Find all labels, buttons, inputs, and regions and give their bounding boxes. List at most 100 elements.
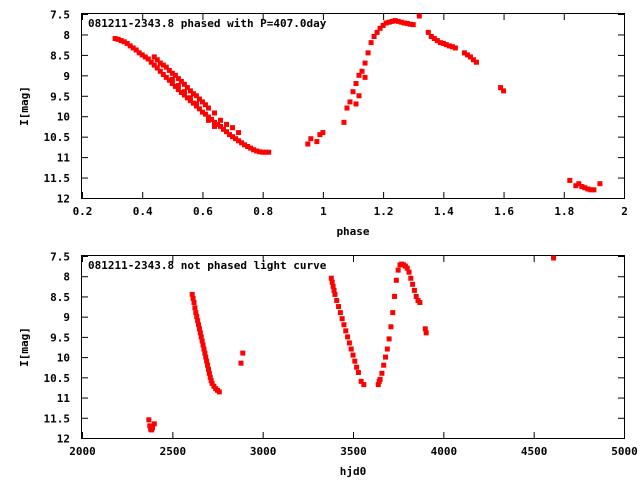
data-point xyxy=(461,50,467,56)
data-point xyxy=(305,141,311,147)
data-point xyxy=(355,369,361,375)
data-point xyxy=(368,40,374,46)
data-point xyxy=(127,43,133,49)
data-point xyxy=(184,85,190,91)
data-point xyxy=(178,78,184,84)
data-point xyxy=(377,25,383,31)
data-point xyxy=(395,18,401,24)
data-point xyxy=(404,20,410,26)
data-point xyxy=(339,316,345,322)
data-point xyxy=(464,52,470,58)
data-point xyxy=(381,362,387,368)
data-point xyxy=(151,421,157,427)
data-point xyxy=(145,56,151,62)
data-point xyxy=(178,90,184,96)
data-point xyxy=(379,370,385,376)
data-point xyxy=(383,354,389,360)
x-tick-label: 1.4 xyxy=(434,205,454,218)
y-tick-label: 7.5 xyxy=(50,251,70,264)
data-point xyxy=(428,33,434,39)
data-point xyxy=(498,85,504,91)
data-point xyxy=(585,186,591,192)
x-tick-label: 1 xyxy=(320,205,327,218)
data-point xyxy=(196,322,202,328)
data-point xyxy=(204,358,210,364)
data-point xyxy=(377,376,383,382)
data-point xyxy=(422,326,428,332)
data-point xyxy=(567,177,573,183)
data-point xyxy=(172,72,178,78)
data-point xyxy=(189,291,195,297)
data-point xyxy=(341,119,347,125)
data-point xyxy=(202,111,208,117)
data-point xyxy=(573,183,579,189)
data-point xyxy=(336,304,342,310)
data-point xyxy=(395,267,401,273)
x-tick-label: 5000 xyxy=(611,445,638,458)
data-point xyxy=(157,68,163,74)
data-point xyxy=(205,105,211,111)
data-point xyxy=(203,354,209,360)
data-point xyxy=(416,13,422,19)
x-tick-label: 0.6 xyxy=(193,205,213,218)
data-point xyxy=(350,352,356,358)
y-tick-label: 7.5 xyxy=(50,9,70,22)
data-point xyxy=(404,265,410,271)
x-tick-label: 3500 xyxy=(340,445,367,458)
data-point xyxy=(198,334,204,340)
data-point xyxy=(169,70,175,76)
data-point xyxy=(343,328,349,334)
data-point xyxy=(133,47,139,53)
data-point xyxy=(332,291,338,297)
data-point xyxy=(218,117,224,123)
data-point xyxy=(317,132,323,138)
data-point xyxy=(151,62,157,68)
data-point xyxy=(230,134,236,140)
x-tick-label: 2500 xyxy=(160,445,187,458)
data-point xyxy=(354,364,360,370)
data-point xyxy=(184,95,190,101)
data-point xyxy=(195,318,201,324)
data-point xyxy=(329,279,335,285)
data-point xyxy=(380,22,386,28)
data-point xyxy=(160,62,166,68)
data-point xyxy=(263,149,269,155)
plot-frame xyxy=(81,13,625,199)
data-point xyxy=(148,59,154,65)
data-point xyxy=(386,336,392,342)
x-tick-label: 1.6 xyxy=(494,205,514,218)
data-point xyxy=(236,130,242,136)
data-point xyxy=(434,38,440,44)
data-point xyxy=(205,114,211,120)
data-point xyxy=(187,88,193,94)
phased-chart: 0.2 0.4 0.6 0.8 1 1.2 1.4 1.6 1.8 2 7.5 8 8.5 9 9.5 10 1… xyxy=(18,9,628,239)
data-point xyxy=(169,76,175,82)
data-point xyxy=(245,143,251,149)
data-point xyxy=(371,33,377,39)
x-tick-label: 1.8 xyxy=(554,205,574,218)
data-point xyxy=(175,76,181,82)
data-point xyxy=(208,378,214,384)
plot-frame xyxy=(81,255,625,439)
data-point xyxy=(384,346,390,352)
data-point xyxy=(359,68,365,74)
data-point xyxy=(501,88,507,94)
data-point xyxy=(362,74,368,80)
data-point xyxy=(591,187,597,193)
data-point xyxy=(236,138,242,144)
data-point xyxy=(334,297,340,303)
data-point xyxy=(350,89,356,95)
data-point xyxy=(224,121,230,127)
data-point xyxy=(121,39,127,45)
data-point xyxy=(187,98,193,104)
data-point xyxy=(211,119,217,125)
data-point xyxy=(398,19,404,25)
data-point xyxy=(136,50,142,56)
data-point xyxy=(160,72,166,78)
data-point xyxy=(254,148,260,154)
x-axis-label: hjd0 xyxy=(340,465,367,478)
data-point xyxy=(218,123,224,129)
data-point xyxy=(163,74,169,80)
data-point xyxy=(193,310,199,316)
data-point xyxy=(386,19,392,25)
